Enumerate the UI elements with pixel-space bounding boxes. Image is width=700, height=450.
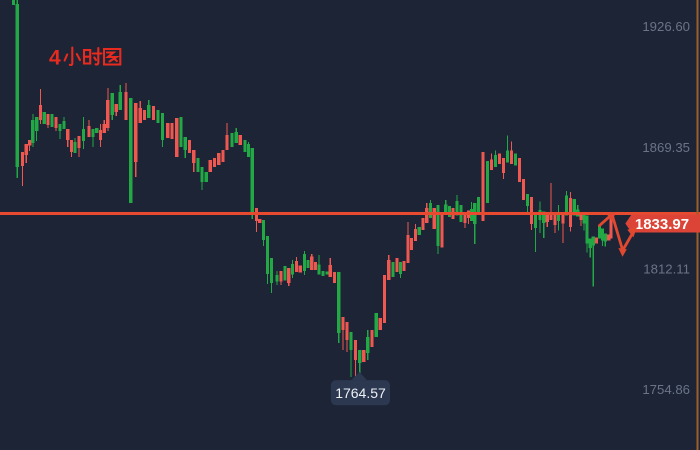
svg-text:1869.35: 1869.35 xyxy=(642,140,690,155)
svg-text:1764.57: 1764.57 xyxy=(335,385,386,401)
svg-text:1754.86: 1754.86 xyxy=(642,382,690,397)
svg-text:4: 4 xyxy=(49,47,61,70)
svg-text:1833.97: 1833.97 xyxy=(635,216,689,233)
svg-text:1812.11: 1812.11 xyxy=(643,261,690,276)
svg-text:1926.60: 1926.60 xyxy=(642,19,690,34)
